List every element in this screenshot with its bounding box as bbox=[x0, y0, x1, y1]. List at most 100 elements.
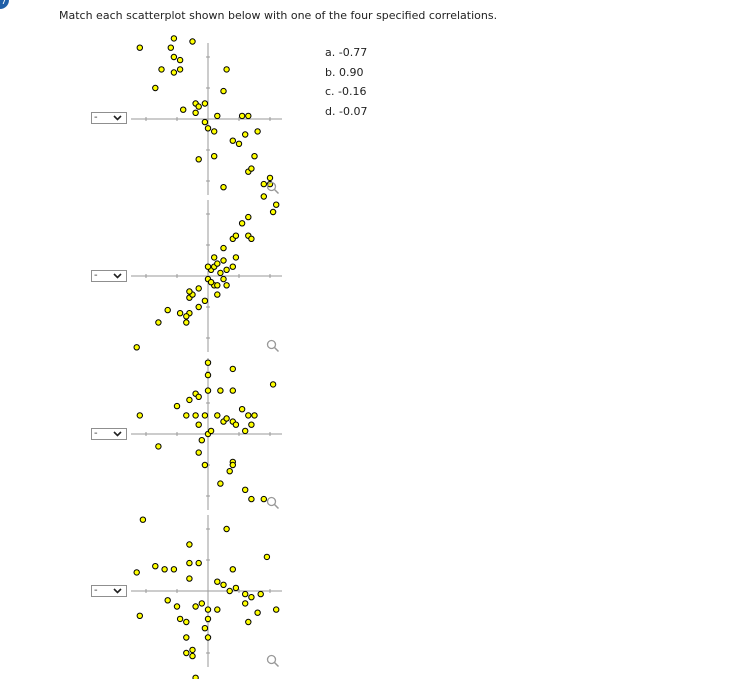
data-point bbox=[183, 634, 190, 641]
data-point bbox=[238, 112, 246, 120]
data-point bbox=[245, 112, 252, 120]
data-point bbox=[192, 109, 199, 117]
data-point bbox=[260, 193, 267, 200]
data-point bbox=[204, 387, 212, 394]
data-point bbox=[201, 412, 209, 419]
data-point bbox=[229, 365, 237, 373]
data-point bbox=[273, 606, 280, 613]
correlation-select-2[interactable]: - bbox=[91, 270, 127, 282]
correlation-select-3[interactable]: - bbox=[91, 428, 127, 440]
data-point bbox=[260, 495, 267, 503]
data-point bbox=[204, 125, 212, 132]
data-point bbox=[204, 371, 212, 379]
data-point bbox=[220, 87, 227, 95]
data-point bbox=[214, 578, 221, 585]
data-point bbox=[186, 575, 193, 582]
data-point bbox=[195, 559, 202, 567]
select-value: - bbox=[94, 585, 98, 596]
data-point bbox=[232, 421, 240, 428]
data-point bbox=[183, 412, 190, 419]
data-point bbox=[204, 359, 212, 366]
data-point bbox=[176, 615, 184, 623]
data-point bbox=[263, 553, 271, 561]
data-point bbox=[167, 44, 175, 51]
data-point bbox=[183, 319, 190, 326]
data-point bbox=[195, 303, 202, 311]
data-point bbox=[189, 38, 196, 45]
data-point bbox=[152, 563, 159, 570]
scatterplot-1 bbox=[131, 35, 282, 216]
data-point bbox=[195, 421, 202, 428]
data-point bbox=[260, 180, 267, 188]
magnifier-icon[interactable] bbox=[266, 181, 280, 195]
data-point bbox=[139, 516, 147, 523]
data-point bbox=[229, 387, 237, 394]
data-point bbox=[164, 597, 171, 604]
data-point bbox=[220, 275, 227, 283]
data-point bbox=[223, 282, 230, 289]
scatterplot-4 bbox=[131, 515, 282, 679]
data-point bbox=[158, 66, 165, 73]
data-point bbox=[245, 412, 252, 419]
correlation-select-4[interactable]: - bbox=[91, 585, 127, 597]
data-point bbox=[248, 594, 255, 601]
data-point bbox=[217, 387, 224, 394]
select-value: - bbox=[94, 270, 98, 281]
correlation-select-1[interactable]: - bbox=[91, 112, 127, 124]
data-point bbox=[211, 153, 218, 160]
data-point bbox=[229, 566, 237, 573]
data-point bbox=[232, 254, 240, 261]
answer-option-a: a. -0.77 bbox=[325, 46, 368, 59]
data-point bbox=[186, 541, 193, 548]
answer-options: a. -0.77 b. 0.90 c. -0.16 d. -0.07 bbox=[325, 47, 367, 126]
data-point bbox=[176, 310, 184, 317]
data-point bbox=[242, 600, 249, 607]
data-point bbox=[229, 461, 237, 469]
data-point bbox=[226, 587, 233, 595]
question-prompt: Match each scatterplot shown below with … bbox=[59, 9, 498, 22]
magnifier-icon[interactable] bbox=[266, 339, 280, 353]
data-point bbox=[152, 84, 159, 92]
data-point bbox=[238, 406, 246, 413]
data-point bbox=[217, 480, 224, 487]
data-point bbox=[220, 257, 227, 264]
chevron-down-icon bbox=[108, 113, 126, 123]
answer-option-b: b. 0.90 bbox=[325, 65, 364, 79]
data-point bbox=[155, 319, 162, 326]
data-point bbox=[198, 600, 206, 607]
magnifier-icon[interactable] bbox=[266, 496, 280, 510]
data-point bbox=[229, 137, 237, 144]
data-point bbox=[242, 486, 249, 493]
data-point bbox=[223, 266, 230, 273]
magnifier-icon[interactable] bbox=[266, 654, 280, 668]
data-point bbox=[204, 263, 212, 270]
data-point bbox=[136, 612, 144, 619]
data-point bbox=[176, 66, 184, 73]
data-point bbox=[211, 128, 218, 135]
data-point bbox=[238, 220, 246, 227]
data-point bbox=[223, 66, 230, 73]
data-point bbox=[204, 615, 212, 623]
data-point bbox=[186, 559, 193, 567]
data-point bbox=[220, 244, 227, 252]
data-point bbox=[248, 235, 255, 243]
data-point bbox=[189, 646, 196, 654]
data-point bbox=[214, 282, 221, 289]
data-point bbox=[133, 344, 140, 351]
data-point bbox=[176, 56, 184, 64]
data-point bbox=[201, 461, 209, 469]
data-point bbox=[269, 381, 277, 388]
data-point bbox=[266, 174, 274, 182]
data-point bbox=[173, 402, 181, 410]
data-point bbox=[214, 606, 221, 613]
data-point bbox=[201, 100, 209, 107]
data-point bbox=[207, 279, 215, 286]
data-point bbox=[201, 297, 209, 304]
data-point bbox=[155, 443, 162, 450]
data-point bbox=[214, 412, 221, 419]
data-point bbox=[201, 625, 209, 632]
data-point bbox=[211, 254, 218, 261]
data-point bbox=[186, 288, 193, 295]
data-point bbox=[248, 165, 255, 172]
data-point bbox=[195, 156, 202, 163]
